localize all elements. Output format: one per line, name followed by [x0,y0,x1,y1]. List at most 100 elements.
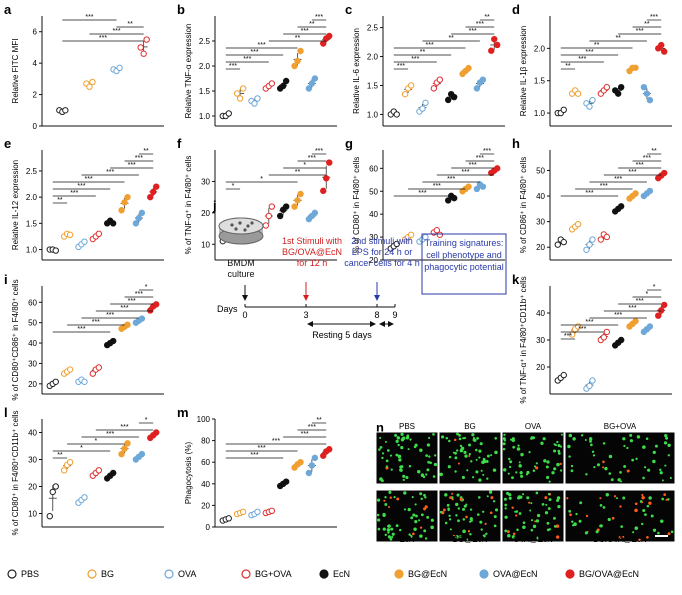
cell-dot [646,504,650,508]
cell-dot [439,510,443,514]
cell-dot [455,514,458,517]
cell-dot [512,532,516,536]
cell-dot [545,503,548,506]
cell-dot [569,513,572,517]
cell-dot [557,451,561,455]
cell-dot [493,524,497,528]
cell-dot [528,501,531,504]
data-point-bg-ova [430,85,438,92]
cell-dot [460,446,465,451]
cell-dot [515,471,518,474]
cell-dot [588,437,593,441]
cell-dot [376,513,380,517]
cell-dot [623,444,626,448]
data-point-bg-ecn [297,47,304,55]
data-point-bg-ova-ecn [153,183,160,190]
cell-dot [502,437,506,441]
cell-dot [659,471,663,475]
cell-dot [399,528,402,532]
data-point-bg-ecn [465,64,472,72]
cell-dot [530,519,534,522]
data-point-ova-ecn [646,96,654,104]
cell-dot [572,437,576,441]
data-point-bg-ova-ecn [658,41,665,49]
cell-dot [412,513,416,517]
cell-dot [469,508,473,511]
cell-dot [465,515,468,519]
legend-label: BG@EcN [408,569,447,579]
cell-dot [546,528,550,532]
legend-marker [479,569,489,579]
data-point-ova [81,378,88,385]
sig-label: *** [308,155,316,162]
cell-dot [518,461,521,464]
cell-dot [426,468,430,472]
cell-dot [648,501,652,505]
sig-label: ** [143,148,149,155]
sig-label: ** [295,35,301,42]
cell-dot [528,451,531,454]
cell-dot [556,496,561,500]
cell-dot [585,473,588,476]
data-point-ova-ecn [305,469,313,477]
cell-dot [390,468,393,471]
sig-label: *** [636,298,644,305]
data-point-bg-ova [603,233,611,241]
y-tick-label: 2.5 [367,24,379,33]
sig-label: *** [315,14,323,21]
cell-dot [419,492,423,496]
cell-dot [494,508,499,512]
cell-dot [654,444,658,448]
cell-dot [476,437,479,440]
y-tick-label: 100 [197,415,211,424]
cell-dot [484,522,487,525]
sig-label: * [646,291,649,298]
y-tick-label: 2 [33,91,38,100]
cell-dot [570,464,574,468]
data-point-bg-ova [262,222,270,229]
sig-label: * [260,176,263,183]
sig-label: ** [615,35,621,42]
data-point-bg-ova-ecn [655,312,662,319]
cell-dot [397,454,402,459]
data-point-ova [254,95,261,102]
microscopy-image [564,489,676,543]
cell-dot [544,496,548,500]
sig-label: *** [229,63,237,70]
cell-dot [387,525,390,528]
data-point-bg-ova-ecn [320,452,327,459]
chart-panel-i: i 20 30 40 50 60 % of CD80⁺CD86⁺ in F4/80⁺ cel… [4,272,164,401]
cell-dot [510,438,513,441]
cell-dot [470,519,473,522]
data-point-bg-ova [436,231,444,238]
y-tick-label: 40 [536,192,545,201]
cell-dot [419,534,423,538]
cell-dot [458,433,461,437]
data-point-pbs [52,378,59,385]
y-axis-label: % of TNF-α⁺ in F4/80⁺CD11b⁺ cells [519,276,528,403]
y-tick-label: 30 [369,233,378,242]
data-point-bg-ecn [297,190,304,198]
cell-dot [469,517,473,521]
data-point-bg-ecn [465,183,472,190]
cell-dot [427,460,430,464]
sig-label: ** [594,42,600,49]
y-tick-label: 50 [369,187,378,196]
cell-dot [465,538,469,541]
data-point-bg-ova-ecn [153,429,160,436]
cell-dot [579,501,583,505]
cell-dot [553,516,556,520]
cell-dot [381,456,384,460]
cell-dot [432,475,436,478]
panel-label-e: e [4,136,11,151]
y-tick-label: 1.0 [199,112,211,121]
cell-dot [542,437,546,441]
cell-dot [494,437,497,440]
y-tick-label: 2.5 [26,167,38,176]
data-point-bg-ova-ecn [320,40,327,47]
data-point-bg-ecn [294,57,301,65]
cell-dot [382,512,386,517]
legend-marker [319,569,329,579]
cell-dot [395,453,399,457]
